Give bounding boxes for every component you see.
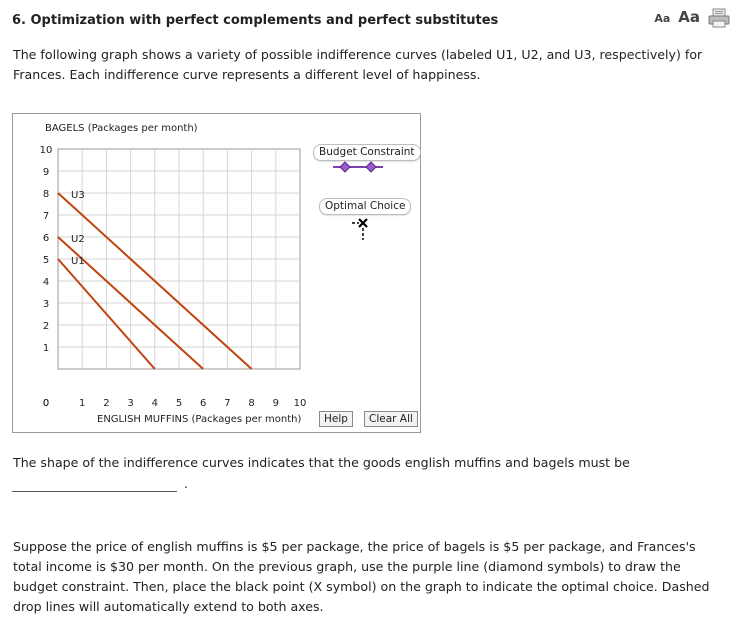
indifference-curve-u2 xyxy=(57,236,204,370)
x-tick-label: 1 xyxy=(79,398,85,409)
y-tick-label: 2 xyxy=(43,321,49,332)
curve-label-u2: U2 xyxy=(71,234,85,245)
x-tick-label: 9 xyxy=(273,398,279,409)
x-tick-label: 5 xyxy=(176,398,182,409)
x-tick-label: 2 xyxy=(103,398,109,409)
graph-panel: U3 U2 U1 0 1 2 3 4 5 6 7 8 9 10 0 1 2 3 4 5 6 7 8 9 10 BAGELS (… xyxy=(12,113,421,433)
x-axis-label: ENGLISH MUFFINS (Packages per month) xyxy=(97,414,302,425)
font-increase-button[interactable]: Aa xyxy=(678,8,700,26)
indifference-curve-u3 xyxy=(57,192,253,370)
y-tick-label: 7 xyxy=(43,211,49,222)
instructions-paragraph: Suppose the price of english muffins is … xyxy=(13,539,710,614)
x-tick-label: 10 xyxy=(294,398,307,409)
curve-label-u1: U1 xyxy=(71,256,85,267)
indifference-curve-u1 xyxy=(57,258,156,370)
y-tick-label: 5 xyxy=(43,255,49,266)
x-tick-label: 8 xyxy=(248,398,254,409)
y-tick-label: 9 xyxy=(43,167,49,178)
x-tick-label: 6 xyxy=(200,398,206,409)
y-tick-label: 0 xyxy=(43,398,49,409)
x-tick-label: 7 xyxy=(224,398,230,409)
font-size-tools: Aa Aa xyxy=(654,8,730,28)
font-decrease-button[interactable]: Aa xyxy=(654,12,671,25)
intro-paragraph: The following graph shows a variety of p… xyxy=(13,47,703,82)
question-title: 6. Optimization with perfect complements… xyxy=(12,13,499,28)
x-tick-label: 3 xyxy=(127,398,133,409)
y-tick-label: 10 xyxy=(40,145,53,156)
y-tick-label: 4 xyxy=(43,277,49,288)
y-tick-label: 1 xyxy=(43,343,49,354)
question-paragraph: The shape of the indifference curves ind… xyxy=(13,455,630,470)
optimal-choice-label: Optimal Choice xyxy=(325,200,406,212)
optimal-choice-tool[interactable]: Optimal Choice xyxy=(319,198,412,215)
help-button[interactable]: Help xyxy=(319,411,353,427)
optimal-x-icon[interactable] xyxy=(351,215,375,241)
y-tick-label: 8 xyxy=(43,189,49,200)
printer-icon[interactable] xyxy=(708,8,730,28)
y-axis-label: BAGELS (Packages per month) xyxy=(45,123,198,134)
answer-period: . xyxy=(184,476,189,491)
curve-label-u3: U3 xyxy=(71,190,85,201)
x-tick-label: 0 xyxy=(43,398,49,409)
budget-diamond-icon[interactable] xyxy=(331,161,385,173)
x-tick-label: 4 xyxy=(152,398,158,409)
budget-constraint-tool[interactable]: Budget Constraint xyxy=(313,144,421,161)
budget-constraint-label: Budget Constraint xyxy=(319,146,415,158)
answer-blank[interactable] xyxy=(12,490,177,492)
clear-all-button[interactable]: Clear All xyxy=(364,411,418,427)
y-tick-label: 6 xyxy=(43,233,49,244)
y-tick-label: 3 xyxy=(43,299,49,310)
